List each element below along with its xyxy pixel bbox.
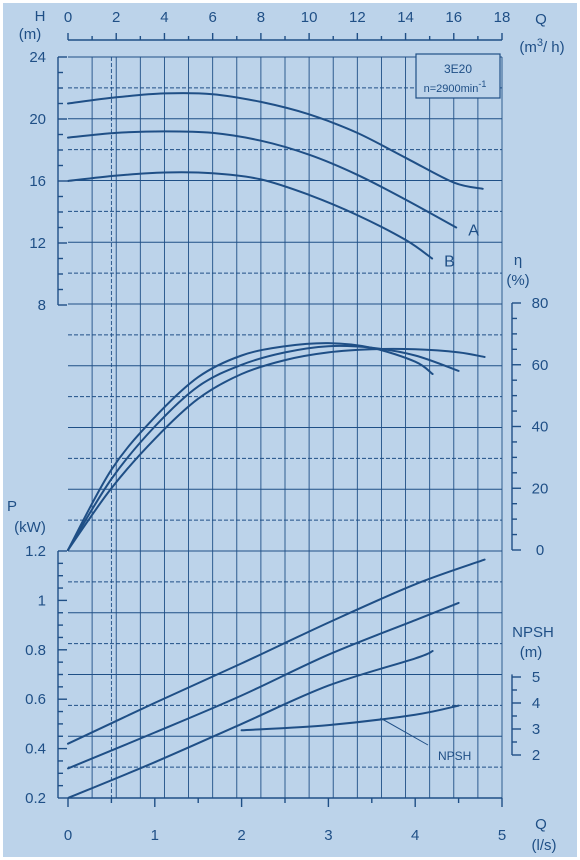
grid-lines: [68, 56, 503, 799]
head-curve-B: [67, 171, 434, 260]
head-tick-label: 24: [29, 49, 46, 66]
npsh-axis-unit: (m): [520, 644, 543, 661]
q-bottom-tick-label: 3: [324, 827, 332, 844]
head-curve-max: [67, 92, 484, 190]
tick-labels: 0 2 4 6 8 10 12 14 16 188121620240204060800.20.40…: [25, 9, 548, 844]
q-top-tick-label: 2: [112, 9, 120, 26]
q-top-tick-label: 18: [494, 9, 511, 26]
efficiency-axis-name: η: [514, 252, 522, 269]
efficiency-tick-label: 80: [532, 295, 549, 312]
q-top-axis-name: Q: [535, 11, 547, 28]
curves: [67, 92, 486, 799]
efficiency-tick-label: 20: [532, 480, 549, 497]
q-top-axis-unit: (m3/ h): [519, 37, 564, 56]
head-tick-label: 20: [29, 111, 46, 128]
q-bottom-axis-unit: (l/s): [532, 837, 557, 854]
head-curve-A: [67, 130, 458, 229]
q-top-tick-label: 4: [160, 9, 168, 26]
npsh-tick-label: 3: [532, 721, 540, 738]
speed-label: n=2900min-1: [424, 79, 487, 95]
q-bottom-axis-name: Q: [535, 816, 547, 833]
efficiency-tick-label: 40: [532, 419, 549, 436]
efficiency-curve-3: [67, 347, 486, 551]
q-top-tick-label: 14: [397, 9, 414, 26]
q-bottom-tick-label: 2: [237, 827, 245, 844]
power-axis-unit: (kW): [14, 519, 46, 536]
q-bottom-tick-label: 0: [64, 827, 72, 844]
q-bottom-tick-label: 5: [498, 827, 506, 844]
head-axis-name: H: [35, 8, 46, 25]
power-tick-label: 0.2: [25, 790, 46, 807]
npsh-tick-label: 5: [532, 669, 540, 686]
q-bottom-tick-label: 4: [411, 827, 419, 844]
q-top-tick-label: 16: [445, 9, 462, 26]
npsh-curve-label: NPSH: [438, 749, 471, 763]
power-curve-1: [67, 558, 486, 745]
npsh-axis-name: NPSH: [512, 624, 554, 641]
head-tick-label: 8: [38, 297, 46, 314]
power-tick-label: 0.8: [25, 642, 46, 659]
axes: [57, 33, 521, 807]
power-curve-2: [67, 601, 460, 770]
power-tick-label: 0.4: [25, 741, 46, 758]
npsh-tick-label: 4: [532, 695, 540, 712]
q-top-tick-label: 8: [257, 9, 265, 26]
q-top-tick-label: 10: [301, 9, 318, 26]
head-axis-unit: (m): [19, 26, 42, 43]
npsh-leader-line: [380, 717, 429, 746]
model-label: 3E20: [444, 62, 472, 76]
efficiency-curve-2: [67, 344, 460, 551]
head-tick-label: 12: [29, 235, 46, 252]
head-tick-label: 16: [29, 173, 46, 190]
efficiency-tick-label: 0: [536, 542, 544, 559]
power-tick-label: 1.2: [25, 543, 46, 560]
q-top-tick-label: 12: [349, 9, 366, 26]
power-curve-3: [67, 650, 434, 799]
model-info-box: [415, 53, 501, 99]
efficiency-axis-unit: (%): [506, 272, 529, 289]
npsh-tick-label: 2: [532, 747, 540, 764]
efficiency-tick-label: 60: [532, 357, 549, 374]
head-curve-label-B: B: [444, 254, 455, 271]
power-axis-name: P: [7, 498, 17, 515]
q-bottom-tick-label: 1: [151, 827, 159, 844]
power-tick-label: 1: [38, 592, 46, 609]
q-top-tick-label: 6: [208, 9, 216, 26]
power-tick-label: 0.6: [25, 691, 46, 708]
efficiency-curve-1: [67, 342, 434, 551]
q-top-tick-label: 0: [64, 9, 72, 26]
head-curve-label-A: A: [468, 223, 479, 240]
npsh-curve: [240, 704, 460, 732]
